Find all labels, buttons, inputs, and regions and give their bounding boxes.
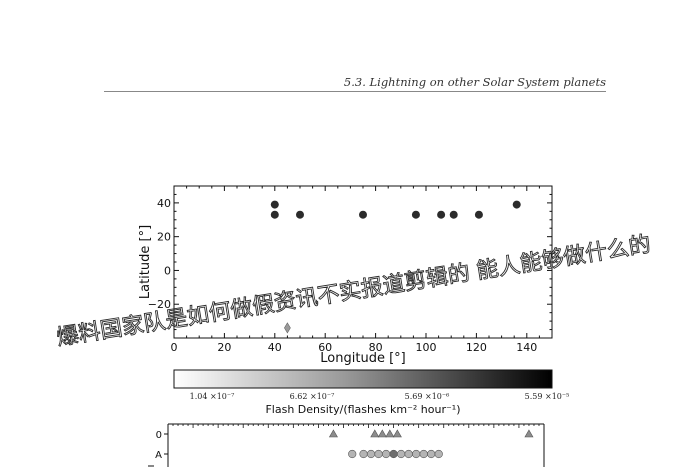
lower-data-points xyxy=(328,429,534,459)
data-point xyxy=(474,210,483,219)
x-tick-label: 40 xyxy=(268,341,282,354)
data-point-diamond xyxy=(284,322,291,334)
y-ticks: −20 0 20 40 xyxy=(148,185,552,339)
colorbar-tick-2: 6.62 ×10⁻⁷ xyxy=(290,392,335,401)
colorbar: 1.04 ×10⁻⁷ 6.62 ×10⁻⁷ 5.69 ×10⁻⁶ 5.59 ×1… xyxy=(173,369,570,416)
colorbar-tick-4: 5.59 ×10⁻⁵ xyxy=(525,392,570,401)
x-tick-label: 100 xyxy=(416,341,437,354)
lower-triangle-marker xyxy=(328,429,338,438)
lower-row-label-a: A xyxy=(155,450,162,461)
lower-circle-marker xyxy=(359,449,368,459)
data-point xyxy=(296,210,304,219)
y-tick-label: 20 xyxy=(157,231,171,244)
lower-triangle-marker xyxy=(370,429,380,438)
data-point xyxy=(512,200,521,209)
running-header: 5.3. Lightning on other Solar System pla… xyxy=(104,74,606,92)
lower-circle-marker xyxy=(434,449,443,459)
lower-plot: 0 A xyxy=(148,423,545,467)
x-tick-label: 20 xyxy=(217,341,231,354)
y-tick-label: −20 xyxy=(148,298,171,311)
data-point xyxy=(449,210,458,219)
x-ticks: 0 20 40 60 80 100 120 140 xyxy=(171,186,553,354)
lat-lon-plot: 0 20 40 60 80 100 120 140 −20 0 20 40 Longitude [°… xyxy=(138,185,553,366)
lower-triangle-marker xyxy=(385,429,395,438)
lower-circle-marker xyxy=(397,449,406,459)
x-tick-label: 0 xyxy=(171,341,178,354)
lower-row-label-0: 0 xyxy=(156,430,162,441)
colorbar-label: Flash Density/(flashes km⁻² hour⁻¹) xyxy=(265,403,460,416)
lower-circle-marker xyxy=(389,449,398,459)
x-tick-label: 80 xyxy=(369,341,383,354)
y-tick-label: 0 xyxy=(164,264,171,277)
lower-circle-marker xyxy=(381,449,391,459)
header-text: 5.3. Lightning on other Solar System pla… xyxy=(343,75,606,89)
data-point xyxy=(359,210,367,219)
lower-triangle-marker xyxy=(392,429,402,438)
y-axis-label: Latitude [°] xyxy=(138,225,153,299)
x-axis-label: Longitude [°] xyxy=(320,351,405,366)
x-tick-label: 120 xyxy=(466,341,487,354)
lower-circle-marker xyxy=(374,449,383,459)
data-points xyxy=(270,200,521,334)
lower-ticks xyxy=(167,424,545,428)
lower-circle-marker xyxy=(366,449,376,459)
colorbar-tick-1: 1.04 ×10⁻⁷ xyxy=(190,392,235,401)
lower-circle-marker xyxy=(348,449,357,459)
colorbar-tick-3: 5.69 ×10⁻⁶ xyxy=(405,392,450,401)
lower-circle-marker xyxy=(412,449,421,459)
data-point xyxy=(270,210,279,219)
data-point xyxy=(270,200,279,209)
lower-circle-marker xyxy=(427,449,436,459)
data-point xyxy=(411,210,420,219)
colorbar-gradient xyxy=(173,369,553,389)
lower-triangle-marker xyxy=(524,429,534,438)
y-tick-label: 40 xyxy=(157,197,171,210)
header-rule xyxy=(104,91,606,92)
x-tick-label: 60 xyxy=(318,341,332,354)
lower-circle-marker xyxy=(419,449,428,459)
x-tick-label: 140 xyxy=(516,341,537,354)
data-point xyxy=(437,210,446,219)
lower-triangle-marker xyxy=(377,429,387,438)
lower-circle-marker xyxy=(404,449,413,459)
